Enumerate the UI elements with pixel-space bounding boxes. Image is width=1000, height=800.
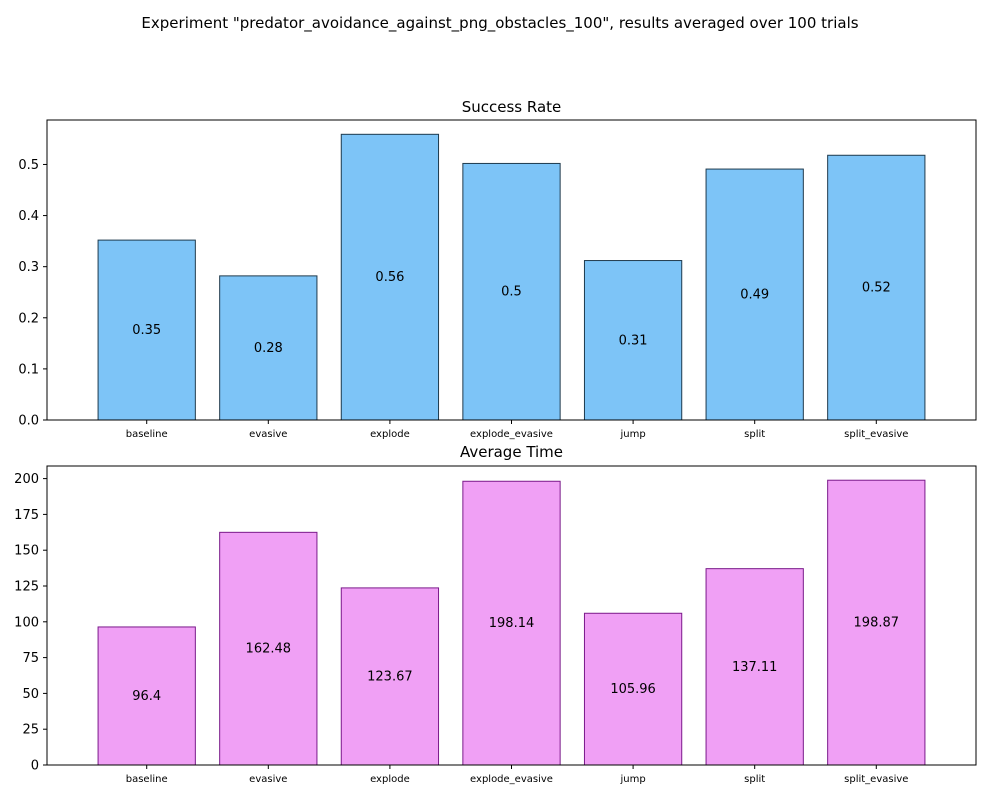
success-rate-xtick-label-split: split	[744, 429, 765, 440]
success-rate-xtick-label-jump: jump	[619, 429, 645, 440]
average-time-ytick-label: 75	[22, 651, 39, 666]
average-time-bar-baseline	[97, 626, 196, 766]
success-rate-bar-baseline	[97, 239, 196, 421]
success-rate-bar-explode	[340, 133, 440, 421]
average-time-ytick-label: 125	[14, 580, 39, 595]
average-time-ytick-label: 175	[14, 508, 39, 523]
average-time-xtick-label-split: split	[744, 774, 765, 785]
success-rate-ytick-label: 0.2	[18, 311, 39, 326]
average-time-xtick-label-split_evasive: split_evasive	[844, 774, 908, 785]
success-rate-ytick-label: 0.4	[18, 209, 39, 224]
success-rate-xtick-label-evasive: evasive	[249, 429, 287, 440]
average-time-xtick-label-evasive: evasive	[249, 774, 287, 785]
average-time-data-label-split_evasive: 198.87	[854, 616, 900, 631]
success-rate-ytick-label: 0.5	[18, 158, 39, 173]
success-rate-xtick-label-split_evasive: split_evasive	[844, 429, 908, 440]
average-time-bar-explode	[340, 587, 440, 766]
average-time-data-label-explode_evasive: 198.14	[489, 616, 535, 631]
success-rate-bar-split	[705, 168, 804, 421]
average-time-bar-split	[705, 568, 804, 766]
success-rate-bar-jump	[583, 260, 683, 421]
average-time-ytick-label: 0	[31, 759, 39, 774]
average-time-xtick-label-explode: explode	[370, 774, 410, 785]
success-rate-data-label-explode: 0.56	[375, 270, 404, 285]
figure-suptitle: Experiment "predator_avoidance_against_p…	[141, 14, 858, 33]
success-rate-bar-evasive	[219, 275, 318, 421]
average-time-ytick-label: 150	[14, 544, 39, 559]
success-rate-data-label-split_evasive: 0.52	[862, 281, 891, 296]
average-time-xtick-label-baseline: baseline	[126, 774, 168, 785]
success-rate-axes-frame	[46, 119, 977, 421]
success-rate-xtick-label-explode: explode	[370, 429, 410, 440]
average-time-data-label-jump: 105.96	[610, 682, 656, 697]
success-rate-xtick-label-baseline: baseline	[126, 429, 168, 440]
average-time-ytick-label: 100	[14, 615, 39, 630]
average-time-xtick-label-explode_evasive: explode_evasive	[470, 774, 553, 785]
success-rate-bar-explode_evasive	[462, 162, 561, 421]
success-rate-data-label-explode_evasive: 0.5	[501, 285, 522, 300]
success-rate-data-label-split: 0.49	[740, 288, 769, 303]
average-time-bar-explode_evasive	[462, 480, 561, 766]
success-rate-xtick-label-explode_evasive: explode_evasive	[470, 429, 553, 440]
success-rate-ytick-label: 0.1	[18, 362, 39, 377]
average-time-ytick-label: 25	[22, 723, 39, 738]
average-time-ytick-label: 50	[22, 687, 39, 702]
average-time-data-label-explode: 123.67	[367, 669, 413, 684]
average-time-ytick-label: 200	[14, 472, 39, 487]
average-time-data-label-baseline: 96.4	[132, 689, 161, 704]
average-time-bar-split_evasive	[827, 479, 926, 766]
success-rate-data-label-evasive: 0.28	[254, 341, 283, 356]
success-rate-bar-split_evasive	[827, 154, 926, 421]
success-rate-ytick-label: 0.0	[18, 414, 39, 429]
average-time-panel: Average Time 96.4 baseline 162.48 evasive 123…	[14, 443, 977, 785]
success-rate-ytick-label: 0.3	[18, 260, 39, 275]
success-rate-data-label-baseline: 0.35	[132, 323, 161, 338]
success-rate-title: Success Rate	[462, 98, 562, 116]
average-time-title: Average Time	[460, 443, 563, 461]
average-time-data-label-split: 137.11	[732, 660, 778, 675]
average-time-axes-frame	[46, 465, 977, 766]
success-rate-panel: Success Rate 0.35 baseline 0.28 evasive 0.56 e…	[18, 98, 977, 440]
average-time-xtick-label-jump: jump	[619, 774, 645, 785]
average-time-bar-evasive	[219, 531, 318, 766]
average-time-data-label-evasive: 162.48	[246, 642, 292, 657]
success-rate-data-label-jump: 0.31	[619, 333, 648, 348]
